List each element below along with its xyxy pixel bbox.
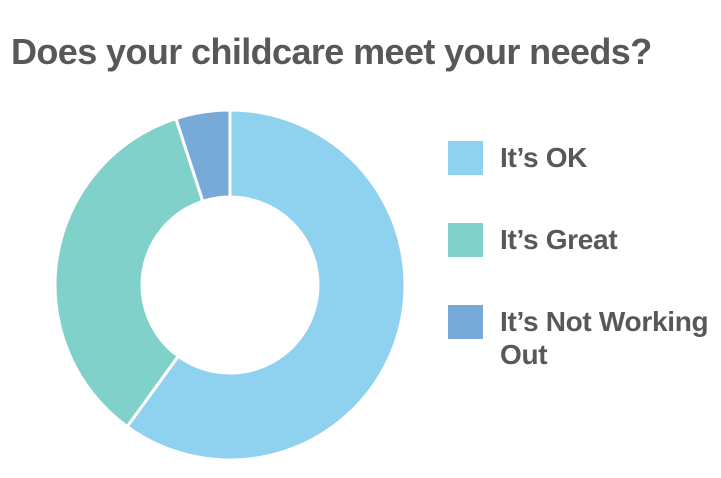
donut-chart	[53, 108, 407, 462]
chart-title: Does your childcare meet your needs?	[11, 31, 652, 72]
legend-swatch-its-ok	[448, 141, 483, 175]
legend-label-its-not-working-out: It’s Not Working Out	[500, 306, 709, 370]
legend-swatch-its-not-working-out	[448, 305, 483, 339]
legend-item-its-ok: It’s OK	[448, 141, 715, 175]
donut-slice-it-s-not-working-out	[174, 108, 232, 203]
donut-slice-it-s-great	[53, 117, 205, 429]
legend-swatch-its-great	[448, 223, 483, 257]
legend: It’s OK It’s Great It’s Not Working Out	[448, 141, 715, 371]
donut-chart-container	[40, 95, 420, 475]
legend-item-its-not-working-out: It’s Not Working Out	[448, 305, 715, 371]
legend-item-its-great: It’s Great	[448, 223, 715, 257]
legend-label-its-ok: It’s OK	[500, 142, 588, 173]
legend-label-its-great: It’s Great	[500, 224, 618, 255]
donut-slice-it-s-ok	[125, 108, 407, 462]
